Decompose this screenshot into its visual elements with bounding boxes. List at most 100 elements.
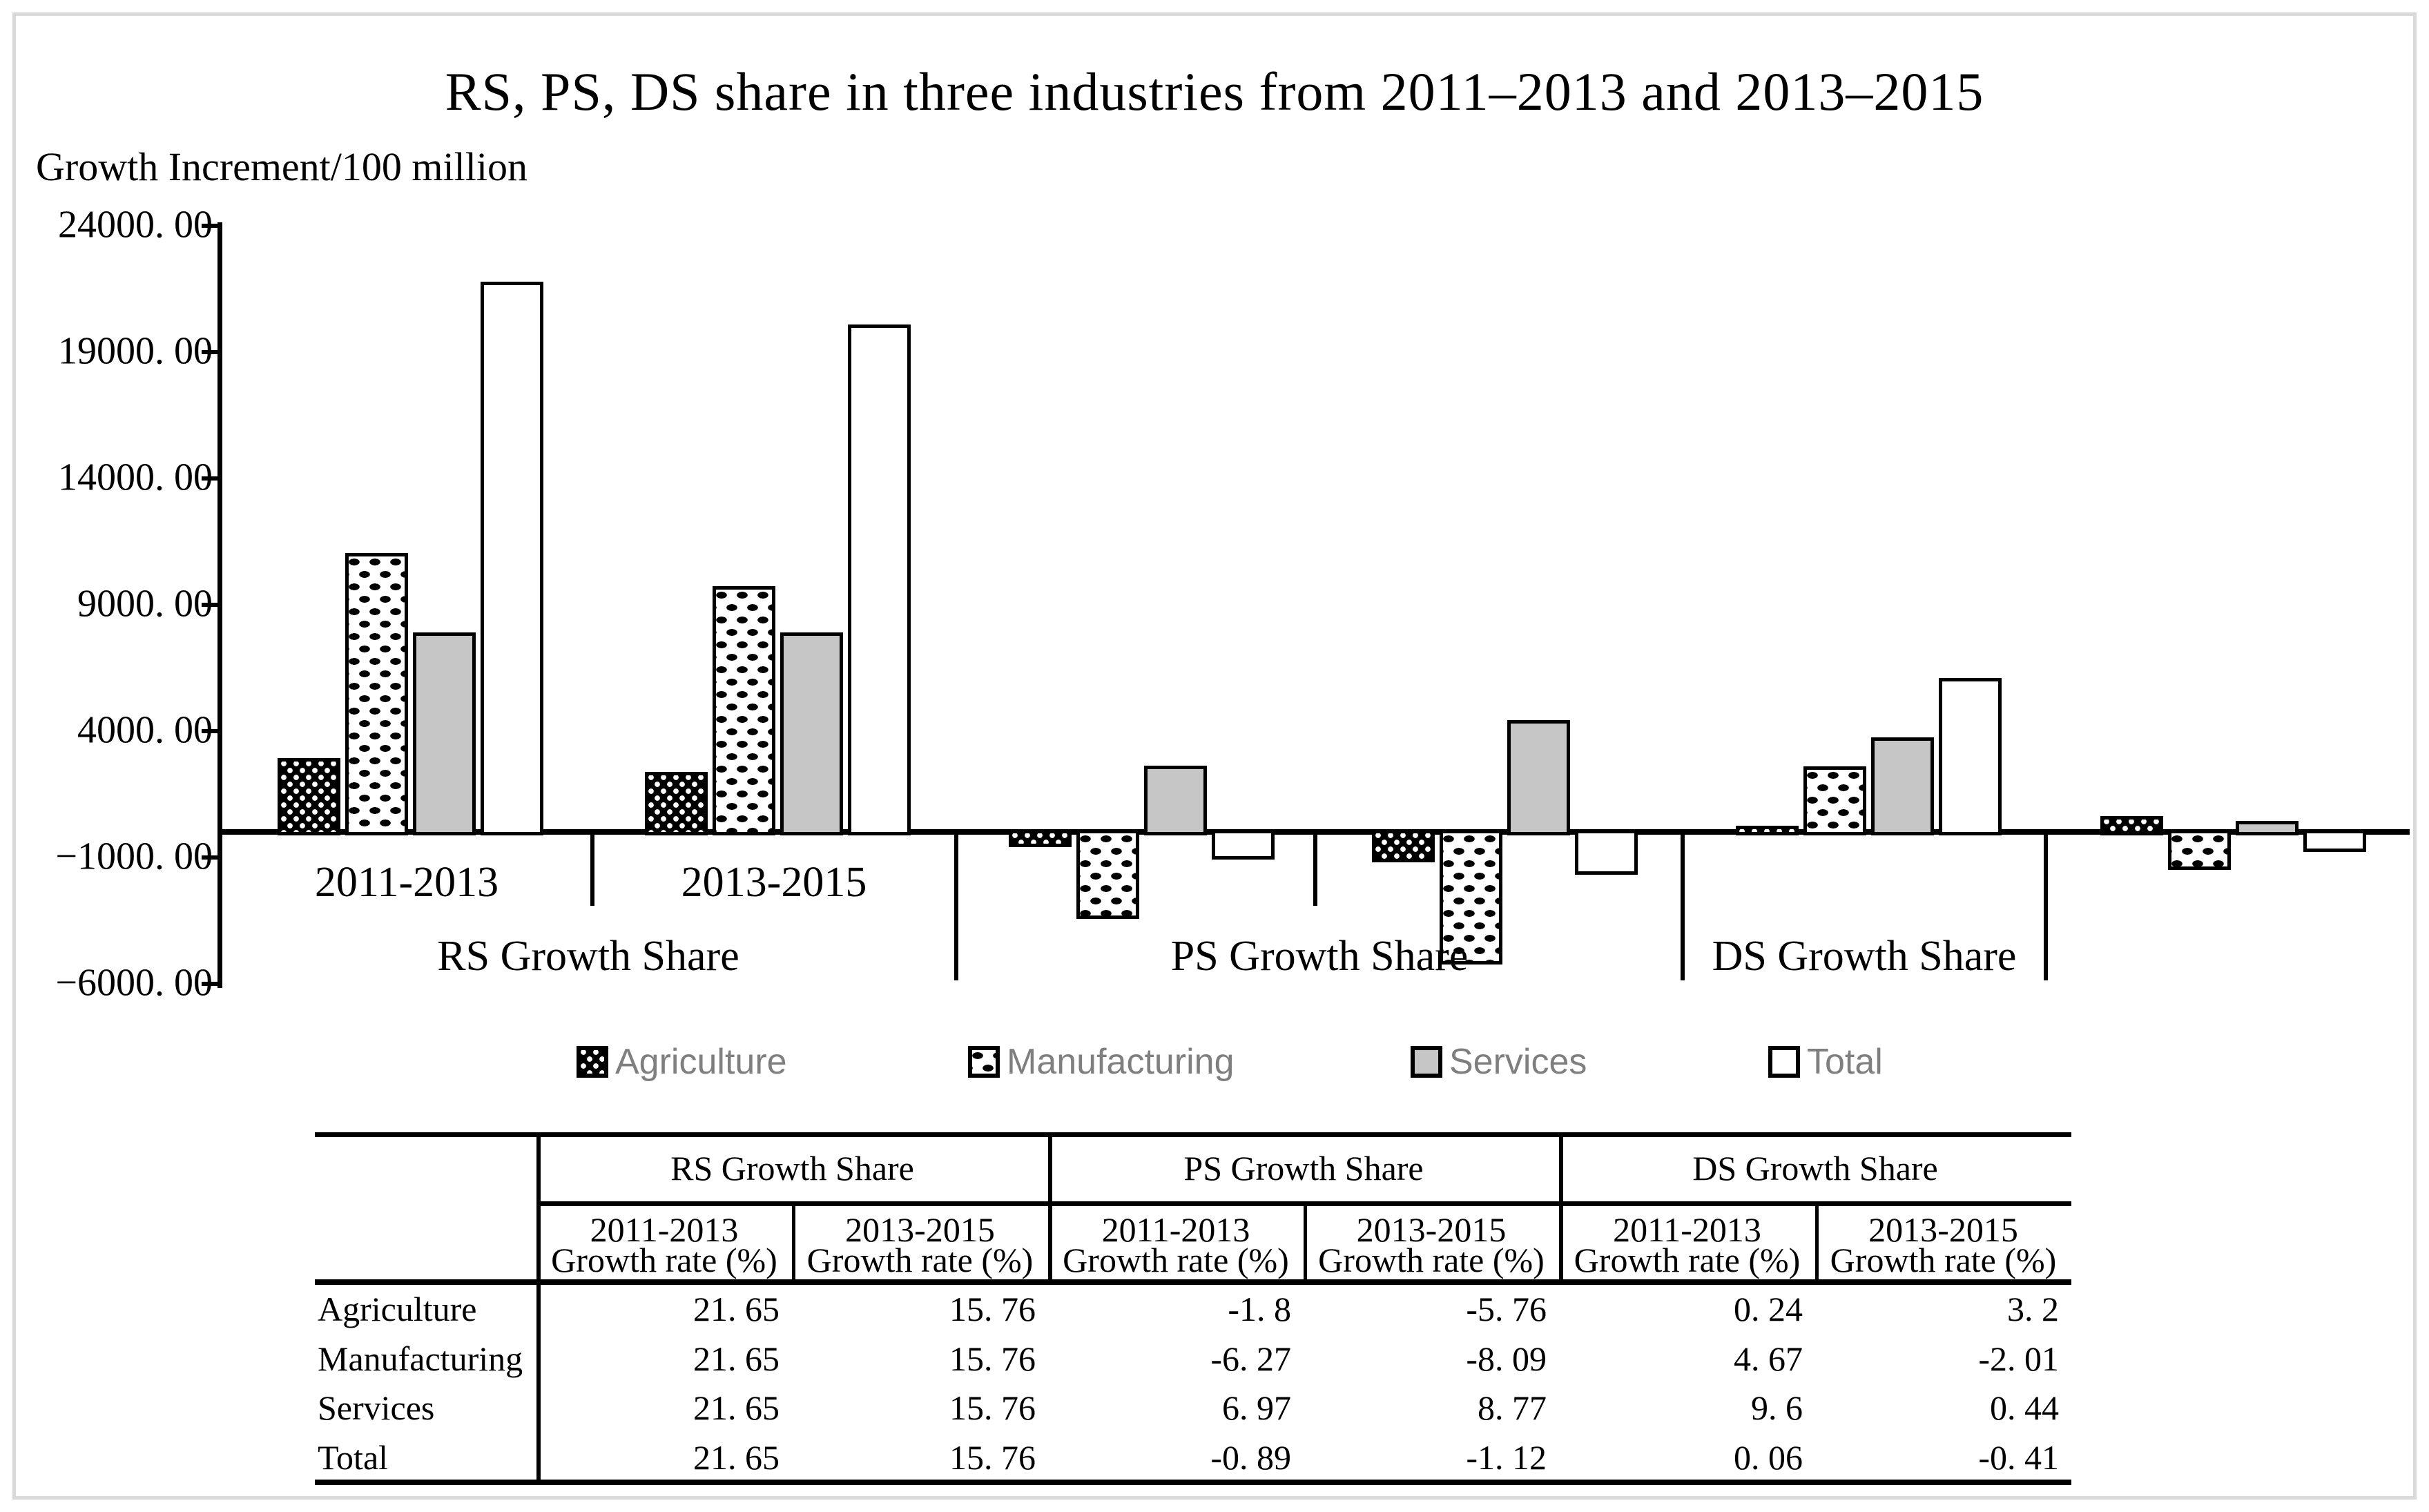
table-cell-value: -1. 8: [1228, 1290, 1291, 1328]
y-tick-mark: [202, 476, 220, 481]
table-cell-value: 8. 77: [1478, 1388, 1547, 1427]
panel-divider: [954, 832, 958, 980]
y-tick-mark: [202, 855, 220, 860]
table-subheader-metric: Growth rate (%): [1318, 1241, 1545, 1279]
table-cell-value: -6. 27: [1210, 1339, 1291, 1378]
legend-label: Agriculture: [615, 1042, 787, 1082]
table-subcol-separator: [1304, 1201, 1307, 1279]
x-category-label: 2013-2015: [681, 859, 867, 906]
bar-total-ps-2011-2013: [1211, 830, 1275, 860]
legend-swatch-manufacturing: [968, 1046, 1000, 1078]
bar-manufacturing-rs-2013-2015: [712, 585, 775, 835]
table-bottom-border: [315, 1480, 2071, 1485]
y-tick-mark: [202, 223, 220, 228]
bar-total-ps-2013-2015: [1574, 830, 1638, 875]
table-row-label: Services: [318, 1388, 435, 1427]
table-cell-value: -1. 12: [1466, 1438, 1547, 1477]
x-category-label: 2011-2013: [314, 859, 499, 906]
panel-divider: [1681, 832, 1685, 980]
y-tick-label: 9000. 00: [77, 582, 213, 626]
table-subheader-metric: Growth rate (%): [1830, 1241, 2057, 1279]
table-subheader-period: 2011-2013: [590, 1210, 739, 1249]
legend-label: Manufacturing: [1007, 1042, 1235, 1082]
legend-item-total: Total: [1768, 1041, 1883, 1083]
legend-swatch-services: [1411, 1046, 1442, 1078]
y-tick-label: −1000. 00: [55, 835, 213, 878]
table-cell-value: -5. 76: [1466, 1290, 1547, 1328]
table-subheader-rule: [315, 1279, 2071, 1285]
table-cell-value: 15. 76: [949, 1438, 1036, 1477]
table-subheader-period: 2013-2015: [1868, 1210, 2018, 1249]
table-colgroup-header: RS Growth Share: [670, 1149, 914, 1188]
table-cell-value: 21. 65: [693, 1388, 780, 1427]
table-cell-value: 21. 65: [693, 1290, 780, 1328]
table-cell-value: -2. 01: [1978, 1339, 2059, 1378]
legend-swatch-total: [1768, 1046, 1800, 1078]
table-cell-value: -0. 89: [1210, 1438, 1291, 1477]
bar-agriculture-ds-2013-2015: [2100, 815, 2163, 835]
table-cell-value: 4. 67: [1734, 1339, 1803, 1378]
table-subheader-period: 2013-2015: [845, 1210, 995, 1249]
table-cell-value: 15. 76: [949, 1339, 1036, 1378]
table-cell-value: -8. 09: [1466, 1339, 1547, 1378]
chart-title: RS, PS, DS share in three industries fro…: [445, 61, 1984, 122]
y-tick-label: 4000. 00: [77, 708, 213, 752]
table-labelcol-rule: [536, 1132, 541, 1485]
table-subheader-metric: Growth rate (%): [1574, 1241, 1801, 1279]
table-cell-value: 21. 65: [693, 1438, 780, 1477]
category-tick: [590, 832, 594, 906]
bar-services-ds-2011-2013: [1870, 737, 1934, 835]
table-cell-value: 3. 2: [2007, 1290, 2059, 1328]
table-row-label: Agriculture: [318, 1290, 477, 1328]
legend-swatch-agriculture: [577, 1046, 608, 1078]
bar-manufacturing-ps-2011-2013: [1076, 830, 1139, 919]
table-subheader-metric: Growth rate (%): [551, 1241, 777, 1279]
table-subheader-metric: Growth rate (%): [1063, 1241, 1289, 1279]
y-tick-mark: [202, 602, 220, 607]
y-tick-label: −6000. 00: [55, 961, 213, 1005]
bar-services-ps-2013-2015: [1507, 719, 1570, 835]
table-cell-value: 9. 6: [1751, 1388, 1803, 1427]
y-tick-label: 24000. 00: [58, 203, 213, 246]
table-subheader-period: 2011-2013: [1101, 1210, 1250, 1249]
table-group-separator: [1559, 1132, 1563, 1279]
bar-agriculture-ds-2011-2013: [1735, 826, 1799, 835]
bar-agriculture-rs-2011-2013: [277, 757, 340, 835]
bar-agriculture-ps-2013-2015: [1371, 830, 1435, 862]
y-tick-mark: [202, 981, 220, 986]
legend-item-manufacturing: Manufacturing: [968, 1041, 1235, 1083]
bar-services-ds-2013-2015: [2235, 821, 2299, 835]
bar-manufacturing-rs-2011-2013: [345, 553, 408, 835]
bar-agriculture-ps-2011-2013: [1008, 830, 1072, 847]
table-cell-value: -0. 41: [1978, 1438, 2059, 1477]
table-subheader-period: 2013-2015: [1356, 1210, 1507, 1249]
y-tick-label: 19000. 00: [58, 329, 213, 373]
table-cell-value: 0. 24: [1734, 1290, 1803, 1328]
table-cell-value: 0. 06: [1734, 1438, 1803, 1477]
bar-manufacturing-ps-2013-2015: [1439, 830, 1502, 965]
panel-divider: [2044, 832, 2048, 980]
table-cell-value: 21. 65: [693, 1339, 780, 1378]
bar-manufacturing-ds-2011-2013: [1803, 766, 1866, 835]
table-row-label: Total: [318, 1438, 389, 1477]
bar-agriculture-rs-2013-2015: [644, 771, 708, 835]
category-tick: [1313, 832, 1317, 906]
y-axis-label: Growth Increment/100 million: [36, 144, 528, 189]
table-group-separator: [1048, 1132, 1052, 1279]
table-subcol-separator: [792, 1201, 795, 1279]
legend-label: Services: [1449, 1042, 1587, 1082]
bar-services-ps-2011-2013: [1143, 765, 1207, 835]
bar-total-rs-2013-2015: [847, 324, 911, 835]
bar-total-rs-2011-2013: [480, 281, 543, 835]
table-subcol-separator: [1815, 1201, 1819, 1279]
y-tick-label: 14000. 00: [58, 456, 213, 499]
bar-total-ds-2013-2015: [2303, 830, 2366, 852]
table-cell-value: 15. 76: [949, 1388, 1036, 1427]
table-top-border: [315, 1132, 2071, 1137]
y-tick-mark: [202, 728, 220, 733]
table-cell-value: 0. 44: [1990, 1388, 2059, 1427]
table-row-label: Manufacturing: [318, 1339, 523, 1378]
legend-item-agriculture: Agriculture: [577, 1041, 787, 1083]
